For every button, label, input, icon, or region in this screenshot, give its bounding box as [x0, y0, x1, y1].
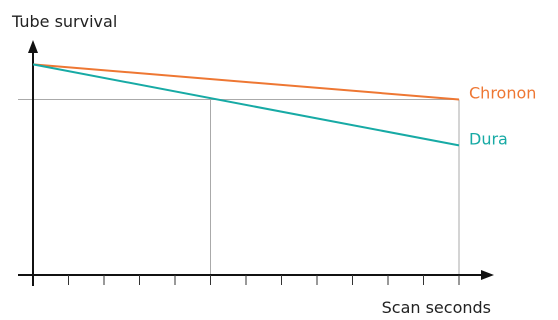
x-ticks	[68, 275, 460, 285]
series	[32, 63, 460, 147]
y-axis-title: Tube survival	[11, 12, 117, 31]
series-label-chronon: Chronon	[469, 84, 536, 103]
series-label-dura: Dura	[469, 129, 508, 148]
x-axis-arrow	[481, 270, 494, 280]
axes	[18, 40, 494, 286]
series-line-dura	[32, 63, 460, 147]
series-line-chronon	[32, 63, 460, 101]
y-axis-arrow	[28, 40, 38, 53]
reference-lines	[18, 99, 460, 275]
series-labels: Chronon Dura	[469, 84, 536, 149]
x-axis-title: Scan seconds	[382, 298, 491, 317]
